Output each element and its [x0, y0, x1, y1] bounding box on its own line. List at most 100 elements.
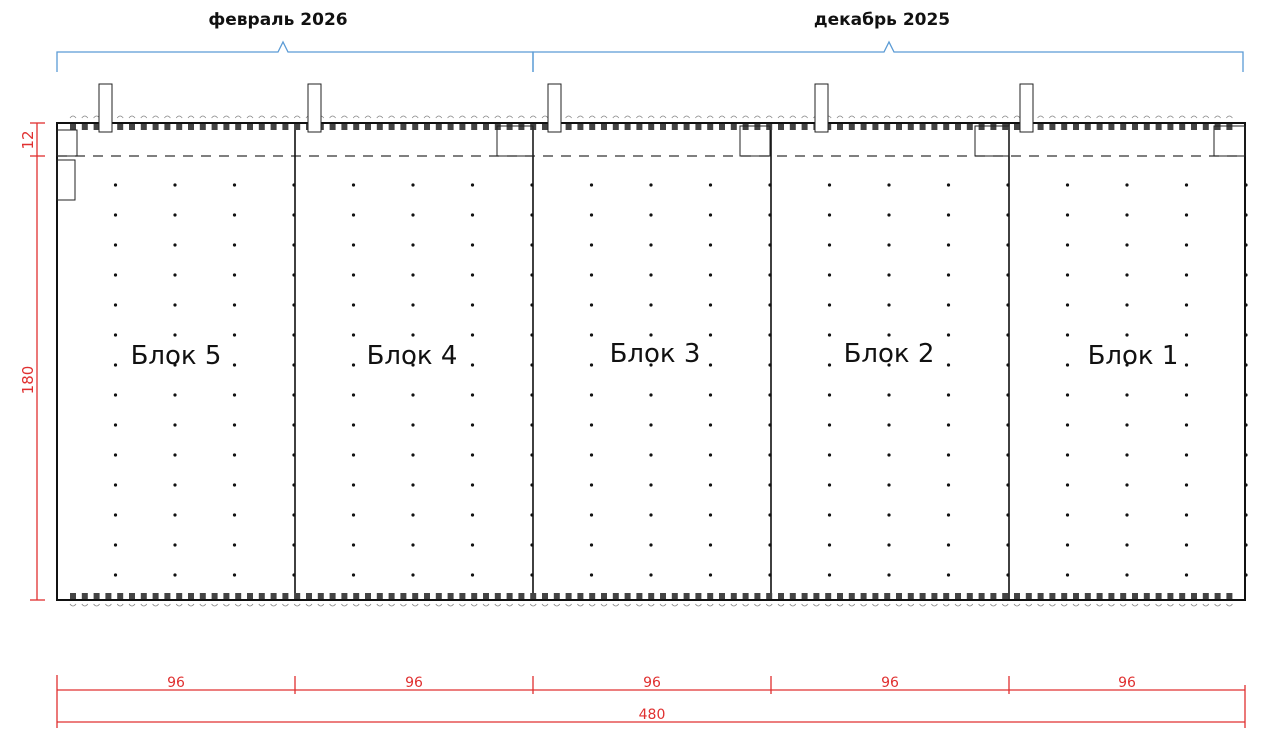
dock-shelter — [1190, 603, 1198, 607]
dock-shelter — [978, 115, 985, 119]
dock-shelter — [683, 115, 690, 119]
dock-shelter — [1060, 603, 1068, 607]
dock-door — [1014, 593, 1020, 599]
dock-shelter — [506, 115, 513, 119]
column-marker — [470, 573, 475, 577]
dock-door — [707, 593, 714, 599]
column-marker — [887, 333, 891, 337]
dock-door — [1214, 124, 1221, 130]
dock-door — [376, 124, 383, 130]
dock-shelter — [801, 115, 808, 119]
dock-shelter — [683, 603, 690, 607]
dock-door — [754, 593, 761, 599]
dock-shelter — [376, 603, 384, 607]
dock-door — [1084, 124, 1091, 130]
column-marker — [411, 513, 415, 517]
service-room — [974, 125, 1010, 157]
dock-door — [1096, 593, 1103, 599]
dock-door — [93, 124, 100, 130]
column-marker — [708, 483, 713, 487]
column-marker — [708, 513, 713, 517]
service-room — [56, 159, 76, 201]
dock-door — [117, 124, 124, 130]
column-marker — [530, 543, 534, 547]
block-4-label: Блок 4 — [367, 341, 458, 371]
dock-shelter — [305, 603, 313, 607]
column-marker — [649, 513, 653, 517]
column-marker — [649, 243, 653, 247]
column-marker — [946, 573, 951, 577]
column-marker — [1125, 183, 1129, 187]
dock-shelter — [671, 603, 679, 607]
dock-shelter — [282, 603, 289, 607]
dock-shelter — [116, 115, 124, 119]
column-marker — [827, 273, 832, 277]
dock-door — [388, 124, 395, 130]
column-marker — [1065, 273, 1070, 277]
dock-shelter — [282, 115, 289, 119]
dock-door — [129, 593, 135, 599]
dock-shelter — [848, 115, 856, 119]
dock-shelter — [907, 115, 915, 119]
dock-shelter — [541, 603, 549, 607]
service-room — [1213, 125, 1246, 157]
column-marker — [768, 183, 772, 187]
dock-shelter — [1167, 115, 1174, 119]
dock-door — [164, 593, 171, 599]
dock-shelter — [435, 603, 443, 607]
dock-door — [1108, 124, 1115, 130]
dock-shelter — [1096, 115, 1103, 119]
column-marker — [649, 213, 653, 217]
column-marker — [768, 243, 772, 247]
column-marker — [589, 213, 594, 217]
dock-shelter — [765, 603, 773, 607]
dock-shelter — [435, 115, 443, 119]
column-marker — [1006, 183, 1010, 187]
dock-shelter — [919, 603, 926, 607]
dock-door — [1202, 124, 1209, 130]
dock-door — [648, 593, 655, 599]
column-marker — [1006, 273, 1010, 277]
column-marker — [173, 273, 177, 277]
dock-shelter — [1202, 115, 1210, 119]
column-marker — [1006, 423, 1010, 427]
dock-shelter — [352, 603, 360, 607]
dock-door — [1143, 593, 1150, 599]
column-marker — [351, 573, 356, 577]
dock-shelter — [258, 115, 266, 119]
dock-door — [1179, 593, 1186, 599]
column-marker — [887, 303, 891, 307]
column-marker — [411, 183, 415, 187]
dock-shelter — [553, 603, 561, 607]
column-marker — [292, 183, 296, 187]
dock-shelter — [1049, 603, 1056, 607]
dock-door — [860, 593, 867, 599]
dock-door — [294, 593, 301, 599]
dock-shelter — [883, 603, 891, 607]
column-marker — [232, 483, 237, 487]
dock-door — [671, 124, 678, 130]
column-marker — [649, 333, 653, 337]
column-marker — [946, 213, 951, 217]
column-marker — [887, 213, 891, 217]
dock-shelter — [1060, 115, 1068, 119]
block-2-label: Блок 2 — [844, 339, 935, 369]
dock-shelter — [1143, 603, 1151, 607]
dock-door — [695, 593, 702, 599]
dock-shelter — [860, 603, 867, 607]
column-marker — [1065, 243, 1070, 247]
column-marker — [113, 363, 118, 367]
dock-shelter — [1214, 115, 1221, 119]
column-marker — [1006, 303, 1010, 307]
column-marker — [946, 543, 951, 547]
column-marker — [232, 363, 237, 367]
dock-shelter — [175, 115, 183, 119]
column-marker — [1125, 363, 1129, 367]
dock-door — [1120, 593, 1127, 599]
column-marker — [827, 573, 832, 577]
dock-shelter — [529, 603, 537, 607]
dock-shelter — [1119, 603, 1127, 607]
dock-shelter — [140, 115, 148, 119]
dock-door — [648, 124, 655, 130]
dock-door — [553, 593, 560, 599]
